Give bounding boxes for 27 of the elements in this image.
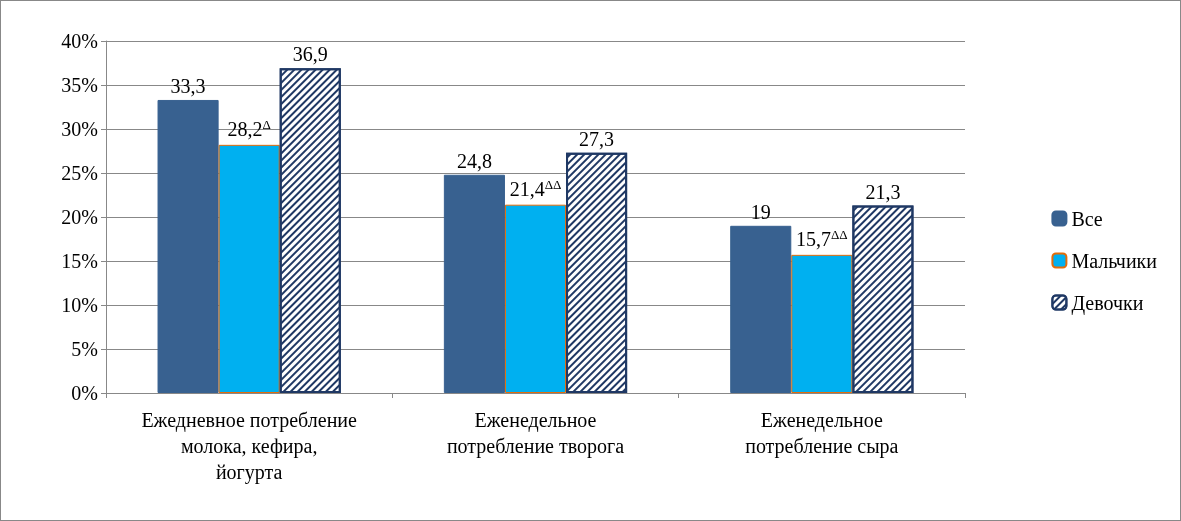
bar <box>218 144 280 393</box>
data-label: 27,3 <box>579 127 615 150</box>
data-label: 24,8 <box>456 149 492 172</box>
bar <box>157 99 219 393</box>
y-tick-label: 15% <box>61 250 98 272</box>
data-label: 33,3 <box>170 74 206 97</box>
y-tick-label: 0% <box>71 382 98 404</box>
legend-label: Все <box>1071 207 1103 230</box>
x-tick-label: Еженедельное потребление сыра <box>745 409 899 458</box>
legend-label: Мальчики <box>1071 249 1158 272</box>
bar <box>791 254 853 393</box>
bar <box>730 225 792 393</box>
y-tick-label: 10% <box>61 294 98 316</box>
bar <box>504 204 567 393</box>
x-tick-label: Еженедельное потребление творога <box>446 409 625 458</box>
y-tick-label: 35% <box>61 74 98 96</box>
y-tick-label: 5% <box>71 338 98 360</box>
data-label: 21,3 <box>865 180 901 203</box>
x-tick-label: Ежедневное потребление молока, кефира, йогурта <box>141 409 358 484</box>
y-tick-label: 20% <box>61 206 98 228</box>
bar <box>443 174 505 393</box>
y-tick-label: 40% <box>61 30 98 52</box>
y-tick-label: 25% <box>61 162 98 184</box>
data-label: 36,9 <box>292 43 328 66</box>
data-label: 19 <box>750 200 771 223</box>
legend-label: Девочки <box>1071 291 1144 315</box>
y-tick-label: 30% <box>61 118 98 140</box>
